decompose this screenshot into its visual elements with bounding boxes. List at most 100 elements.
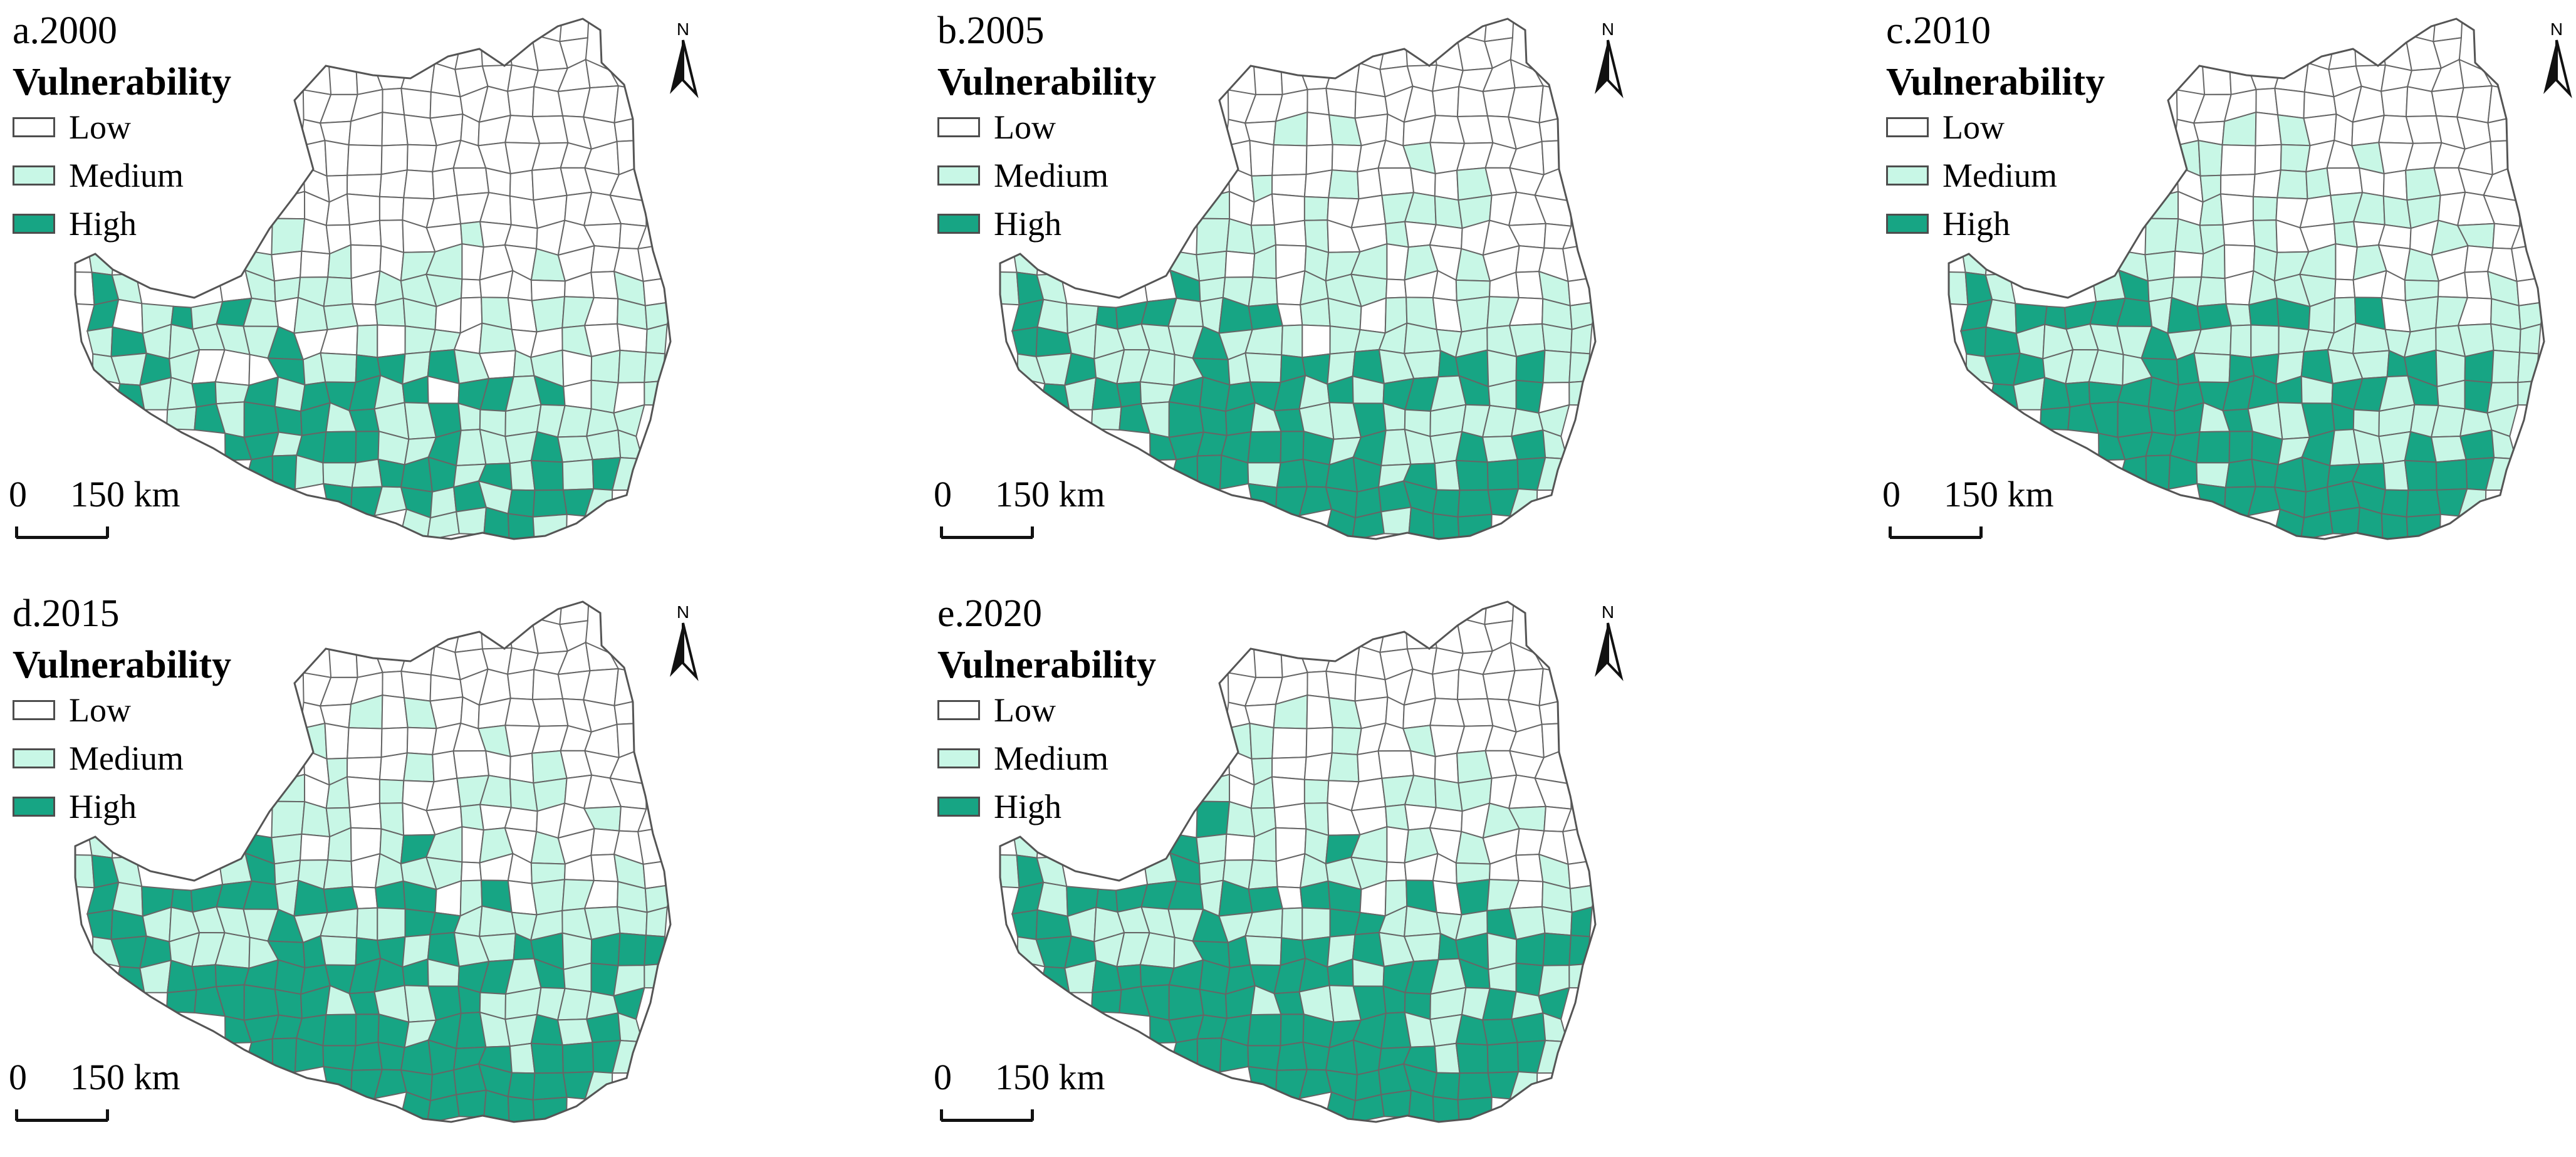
- county-polygon: [323, 276, 353, 307]
- county-polygon: [2464, 271, 2493, 300]
- county-polygon: [1410, 167, 1436, 197]
- legend-label-high: High: [69, 788, 137, 825]
- county-polygon: [613, 85, 641, 124]
- county-polygon: [531, 698, 569, 727]
- legend-label-high: High: [69, 205, 137, 243]
- county-polygon: [191, 964, 217, 991]
- county-polygon: [214, 381, 250, 405]
- county-polygon: [1538, 668, 1566, 707]
- legend-item-medium-b: Medium: [937, 159, 1108, 192]
- north-arrow-icon: N: [1595, 603, 1624, 681]
- legend-label-low: Low: [994, 108, 1056, 146]
- legend-item-high-a: High: [13, 205, 137, 243]
- county-polygon: [2222, 219, 2256, 247]
- county-polygon: [1303, 169, 1333, 199]
- legend-label-low: Low: [994, 691, 1056, 729]
- county-polygon: [1011, 909, 1038, 941]
- county-polygon: [2518, 323, 2542, 355]
- legend-item-low-b: Low: [937, 108, 1056, 146]
- county-polygon: [485, 167, 511, 197]
- legend-item-low-e: Low: [937, 691, 1056, 729]
- county-polygon: [346, 757, 382, 780]
- county-polygon: [642, 277, 670, 306]
- county-polygon: [1303, 752, 1333, 782]
- county-polygon: [400, 670, 432, 702]
- county-polygon: [1196, 217, 1231, 256]
- county-polygon: [214, 964, 250, 988]
- legend-item-medium-d: Medium: [13, 741, 184, 775]
- county-polygon: [1276, 303, 1303, 327]
- county-polygon: [1434, 1042, 1461, 1074]
- county-polygon: [1116, 381, 1142, 408]
- county-polygon: [1432, 1072, 1461, 1101]
- county-polygon: [1515, 932, 1546, 966]
- county-polygon: [1541, 906, 1573, 936]
- county-polygon: [506, 669, 535, 701]
- county-polygon: [1515, 854, 1544, 882]
- county-polygon: [1244, 352, 1283, 384]
- county-polygon: [2490, 323, 2521, 353]
- north-label: N: [2550, 20, 2563, 39]
- county-polygon: [2326, 167, 2364, 196]
- north-label: N: [1602, 603, 1614, 622]
- county-polygon: [532, 489, 568, 518]
- county-polygon: [1542, 349, 1572, 384]
- legend-swatch-medium: [13, 165, 55, 186]
- county-polygon: [1385, 278, 1407, 299]
- county-polygon: [323, 859, 353, 890]
- legend-item-medium-e: Medium: [937, 741, 1108, 775]
- county-polygon: [1249, 722, 1275, 760]
- legend-label-low: Low: [69, 691, 131, 729]
- county-polygon: [378, 778, 405, 804]
- county-polygon: [1139, 964, 1175, 988]
- county-polygon: [2406, 489, 2441, 518]
- county-polygon: [2252, 196, 2278, 221]
- county-polygon: [377, 907, 406, 941]
- county-polygon: [1301, 907, 1331, 941]
- county-polygon: [1303, 196, 1330, 221]
- county-polygon: [1271, 757, 1307, 780]
- legend-swatch-low: [937, 700, 980, 720]
- county-polygon: [300, 833, 331, 861]
- county-polygon: [613, 668, 641, 707]
- county-polygon: [1328, 169, 1360, 200]
- county-polygon: [403, 169, 435, 200]
- county-polygon: [2145, 454, 2171, 490]
- county-polygon: [1431, 86, 1460, 118]
- county-polygon: [324, 139, 350, 177]
- county-polygon: [380, 726, 409, 758]
- scale-start-b: 0: [934, 474, 952, 515]
- county-polygon: [406, 144, 437, 173]
- county-polygon: [1328, 752, 1360, 783]
- county-polygon: [356, 324, 378, 359]
- legend-swatch-high: [937, 214, 980, 234]
- county-polygon: [191, 381, 217, 408]
- county-polygon: [2251, 458, 2279, 488]
- county-polygon: [2382, 169, 2408, 201]
- county-polygon: [1377, 750, 1415, 779]
- county-polygon: [2225, 303, 2252, 327]
- county-polygon: [2404, 459, 2438, 491]
- county-polygon: [1271, 193, 1305, 226]
- county-polygon: [1303, 778, 1330, 804]
- legend-item-high-c: High: [1886, 207, 2010, 241]
- county-polygon: [271, 454, 298, 490]
- county-polygon: [1305, 726, 1333, 758]
- county-polygon: [1325, 670, 1357, 702]
- county-polygon: [1570, 906, 1593, 938]
- legend-title-e: Vulnerability: [937, 644, 1157, 686]
- county-polygon: [1331, 144, 1362, 173]
- county-polygon: [351, 458, 383, 488]
- scale-end-c: 150 km: [1944, 474, 2054, 515]
- county-polygon: [2088, 381, 2124, 405]
- county-polygon: [1281, 324, 1303, 359]
- county-map-b: [999, 18, 1597, 540]
- county-polygon: [1357, 167, 1383, 200]
- county-polygon: [1385, 861, 1407, 882]
- county-polygon: [1013, 253, 1040, 276]
- legend-swatch-high: [937, 797, 980, 817]
- county-polygon: [1306, 87, 1330, 116]
- county-polygon: [590, 932, 621, 966]
- county-polygon: [1515, 349, 1546, 384]
- legend-swatch-medium: [937, 165, 980, 186]
